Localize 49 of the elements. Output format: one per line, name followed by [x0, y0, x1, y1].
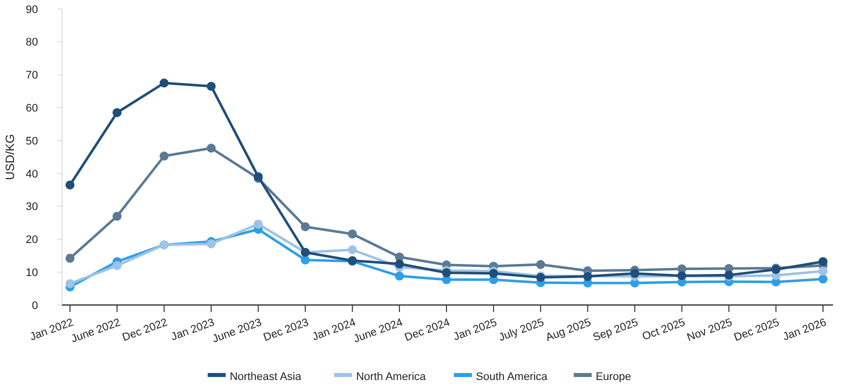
y-tick-label: 80 — [26, 36, 38, 49]
y-tick-label: 30 — [26, 201, 38, 214]
y-tick-label: 40 — [26, 168, 38, 180]
x-tick-label: Nov 2025 — [686, 316, 734, 344]
point — [66, 254, 74, 263]
point — [442, 268, 451, 278]
x-tick-label: Sep 2025 — [591, 316, 640, 344]
point — [206, 82, 216, 91]
x-tick-label: Jan 2025 — [452, 316, 499, 344]
point — [112, 108, 122, 118]
y-tick-label: 70 — [26, 70, 38, 82]
point — [818, 266, 828, 276]
point — [254, 220, 263, 229]
point — [300, 255, 310, 264]
x-tick-label: Dec 2025 — [732, 316, 781, 344]
point — [300, 222, 310, 232]
y-tick-label: 60 — [26, 102, 38, 115]
x-tick-label: July 2025 — [497, 316, 546, 344]
point — [112, 212, 122, 221]
y-tick-label: 20 — [26, 234, 38, 246]
x-tick-label: Dec 2022 — [120, 316, 170, 344]
point — [630, 268, 640, 278]
x-tick-label: Oct 2025 — [640, 316, 687, 344]
point — [206, 144, 216, 153]
point — [66, 279, 74, 288]
point — [348, 245, 357, 254]
point — [818, 274, 828, 284]
legend-label: Northeast Asia — [230, 370, 302, 383]
point — [348, 229, 357, 238]
x-tick-label: Jan 2026 — [781, 316, 828, 344]
point — [818, 257, 828, 266]
point — [394, 272, 404, 281]
x-tick-label: Aug 2025 — [544, 316, 593, 344]
y-tick-label: 0 — [32, 300, 38, 312]
x-tick-label: Dec 2024 — [403, 316, 452, 344]
point — [160, 152, 169, 161]
point — [160, 78, 169, 88]
point — [66, 180, 74, 190]
y-tick-label: 50 — [26, 135, 38, 148]
point — [112, 261, 122, 270]
y-tick-label: 10 — [26, 266, 38, 279]
legend-label: Europe — [596, 370, 632, 383]
point — [536, 260, 546, 270]
legend-label: South America — [476, 370, 548, 383]
point — [394, 259, 404, 268]
legend-label: North America — [356, 370, 427, 383]
x-tick-label: Dec 2023 — [262, 316, 310, 344]
y-tick-label: 90 — [26, 4, 38, 16]
y-axis-title: USD/KG — [3, 134, 17, 180]
